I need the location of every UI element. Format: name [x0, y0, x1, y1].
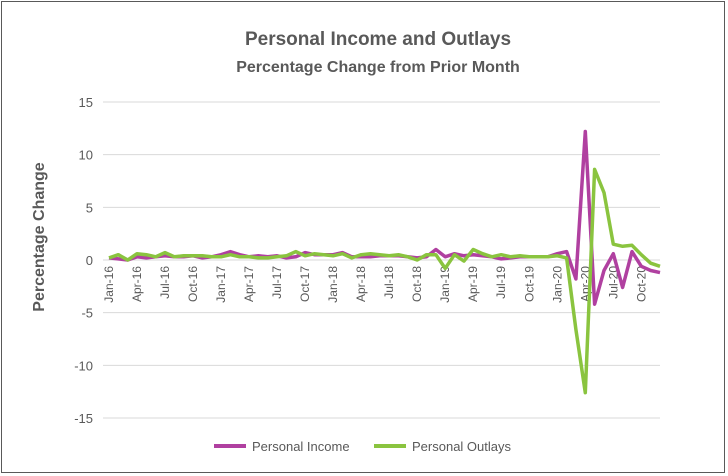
gridlines — [103, 101, 660, 419]
chart-title: Personal Income and Outlays — [245, 29, 511, 50]
x-tick-label: Oct-16 — [186, 266, 200, 302]
x-tick-label: Apr-18 — [354, 266, 368, 302]
y-tick-label: 15 — [79, 95, 93, 110]
x-tick-label: Apr-19 — [466, 266, 480, 302]
x-tick-label: Oct-18 — [410, 266, 424, 302]
x-tick-label: Jan-18 — [326, 266, 340, 303]
x-tick-label: Jan-16 — [102, 266, 116, 303]
x-tick-label: Oct-19 — [522, 266, 536, 302]
x-tick-label: Jul-18 — [382, 266, 396, 299]
x-tick-label: Oct-20 — [634, 266, 648, 302]
y-tick-label: 10 — [79, 148, 93, 163]
x-tick-label: Jan-19 — [438, 266, 452, 303]
x-tick-label: Apr-17 — [242, 266, 256, 302]
x-tick-label: Jul-20 — [606, 266, 620, 299]
chart-subtitle: Percentage Change from Prior Month — [236, 59, 520, 76]
y-axis-label: Percentage Change — [31, 162, 48, 311]
x-tick-label: Jul-17 — [270, 266, 284, 299]
y-tick-label: -5 — [81, 306, 93, 321]
x-tick-label: Jan-20 — [550, 266, 564, 303]
y-tick-labels: 15 10 5 0 -5 -10 -15 — [74, 95, 93, 426]
series-lines — [108, 129, 661, 395]
x-tick-label: Oct-17 — [298, 266, 312, 302]
y-tick-label: -10 — [74, 358, 93, 373]
x-tick-label: Jul-16 — [158, 266, 172, 299]
y-tick-label: 5 — [86, 200, 93, 215]
x-tick-label: Jan-17 — [214, 266, 228, 303]
x-tick-label: Apr-16 — [130, 266, 144, 302]
legend-label-personal-outlays: Personal Outlays — [412, 439, 511, 454]
y-tick-label: -15 — [74, 411, 93, 426]
series-line-personal-outlays — [108, 167, 661, 395]
x-tick-labels: Jan-16 Apr-16 Jul-16 Oct-16 Jan-17 Apr-17 Jul-… — [102, 266, 648, 303]
legend: Personal Income Personal Outlays — [214, 439, 511, 454]
legend-label-personal-income: Personal Income — [252, 439, 350, 454]
x-tick-label: Jul-19 — [494, 266, 508, 299]
y-tick-label: 0 — [86, 253, 93, 268]
